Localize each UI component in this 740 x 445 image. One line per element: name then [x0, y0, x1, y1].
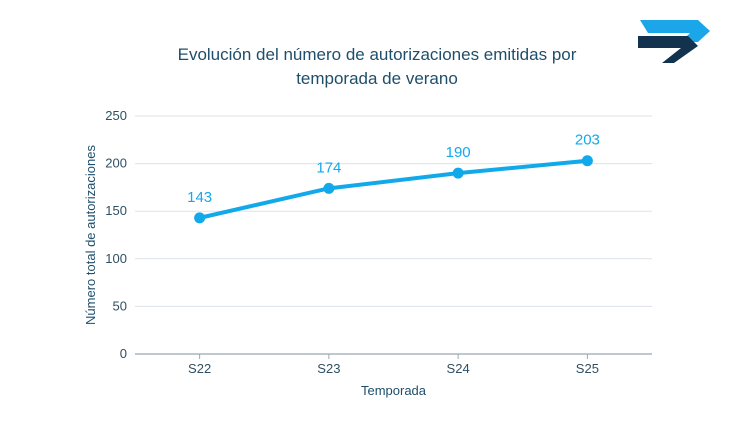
y-tick-label: 50 — [113, 298, 127, 313]
series-point — [581, 155, 593, 167]
y-tick-label: 0 — [120, 346, 127, 361]
y-tick-label: 250 — [105, 108, 127, 123]
chart-title-line: Evolución del número de autorizaciones e… — [178, 45, 577, 64]
y-tick-label: 100 — [105, 251, 127, 266]
logo-mark-top — [640, 20, 710, 42]
y-tick-label: 150 — [105, 203, 127, 218]
x-tick-label: S24 — [447, 361, 470, 376]
data-label: 143 — [187, 189, 212, 206]
y-tick-label: 200 — [105, 156, 127, 171]
y-axis-title: Número total de autorizaciones — [83, 145, 98, 325]
x-tick-label: S23 — [317, 361, 340, 376]
data-label: 190 — [446, 144, 471, 161]
chart-title-line: temporada de verano — [296, 69, 458, 88]
x-tick-label: S22 — [188, 361, 211, 376]
series-point — [452, 167, 464, 179]
series-point — [323, 182, 335, 194]
series-point — [194, 212, 206, 224]
x-tick-label: S25 — [576, 361, 599, 376]
logo-mark-bottom — [638, 36, 698, 63]
data-label: 203 — [575, 132, 600, 149]
series-line — [197, 158, 590, 220]
x-axis-title: Temporada — [361, 383, 427, 398]
brand-logo — [638, 20, 710, 63]
data-label: 174 — [316, 159, 341, 176]
